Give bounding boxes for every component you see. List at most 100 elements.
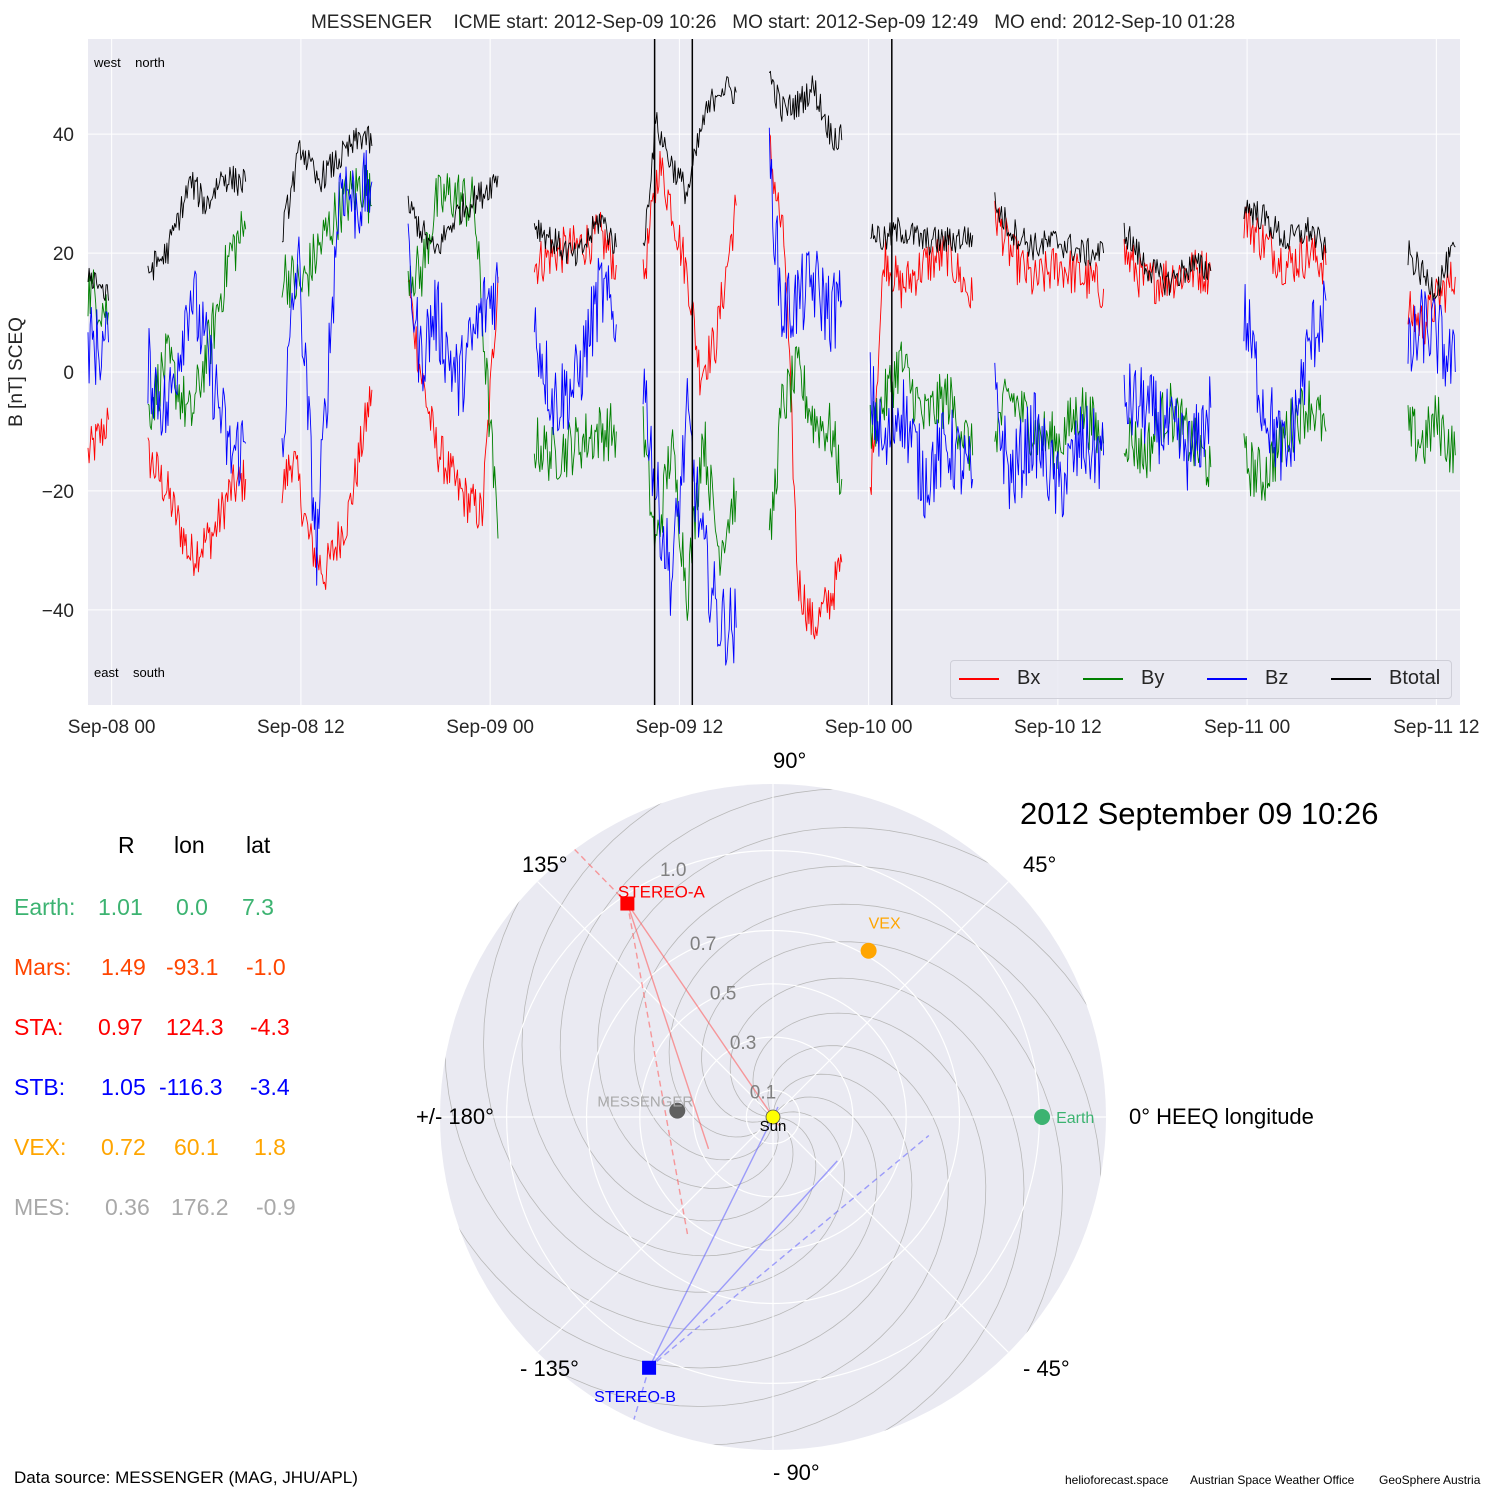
- plot-title: MESSENGER ICME start: 2012-Sep-09 10:26 …: [311, 12, 1235, 33]
- credit-aswo: Austrian Space Weather Office: [1190, 1473, 1355, 1487]
- sun-label: Sun: [760, 1118, 787, 1135]
- parker-spiral-line: [444, 1022, 878, 1331]
- angle-label-minus-45: - 45°: [1023, 1356, 1070, 1381]
- legend-bx-label: Bx: [1017, 667, 1041, 689]
- parker-spiral-line: [633, 865, 1105, 1161]
- event-lines: [653, 39, 893, 705]
- x-tick-label: Sep-08 12: [257, 717, 345, 738]
- angle-label-45: 45°: [1023, 852, 1057, 877]
- table-header-lon: lon: [174, 832, 205, 858]
- series-btotal-line: [768, 70, 843, 151]
- series-bz-line: [281, 149, 373, 586]
- y-tick-label: −20: [42, 482, 74, 503]
- series-by-line: [642, 406, 737, 621]
- polar-plot: 0.1 0.3 0.5 0.7 1.0 Sun Earth VEX MESSENGER STER…: [440, 784, 1106, 1450]
- series-bx-line: [147, 437, 247, 577]
- series-bx-line: [281, 386, 373, 590]
- fov-line: [626, 903, 689, 1235]
- radial-tick-label: 0.1: [750, 1082, 776, 1103]
- series-bz-line: [869, 352, 974, 519]
- planet-markers: Sun Earth VEX MESSENGER STEREO-A STEREO-B: [594, 883, 1094, 1406]
- fov-line: [626, 903, 780, 1126]
- stereo-a-label: STEREO-A: [618, 883, 706, 902]
- earth-marker: [1034, 1109, 1051, 1125]
- series-bz-line: [642, 368, 737, 666]
- x-tick-label: Sep-09 00: [446, 717, 534, 738]
- radial-tick-label: 0.3: [730, 1033, 756, 1054]
- series-bz-line: [87, 307, 109, 385]
- x-tick-label: Sep-10 12: [1014, 717, 1102, 738]
- table-row-mars-lon: -93.1: [166, 954, 219, 980]
- series-btotal-line: [994, 192, 1105, 267]
- series-btotal-line: [1123, 222, 1212, 296]
- radial-tick-label: 0.7: [690, 934, 716, 955]
- parker-spiral-line: [678, 1012, 987, 1446]
- table-row-mes-r: 0.36: [105, 1194, 150, 1220]
- angle-label-135: 135°: [522, 852, 568, 877]
- series-btotal-line: [533, 213, 617, 267]
- series-bz-line: [1123, 363, 1212, 491]
- angle-label-minus-135: - 135°: [520, 1356, 579, 1381]
- table-row-earth-r: 1.01: [98, 894, 143, 920]
- table-row-stb-r: 1.05: [101, 1074, 146, 1100]
- series-bz-line: [768, 127, 843, 352]
- series-bx-line: [87, 407, 109, 464]
- series-bz-line: [407, 223, 499, 416]
- series-btotal-line: [1243, 199, 1327, 261]
- table-row-mars-name: Mars:: [14, 954, 72, 980]
- y-tick-label: 0: [63, 363, 74, 384]
- polar-date-title: 2012 September 09 10:26: [1020, 796, 1379, 831]
- angle-spoke: [537, 1116, 774, 1353]
- y-tick-label: 40: [53, 125, 74, 146]
- angle-spoke: [537, 881, 774, 1118]
- data-source-note: Data source: MESSENGER (MAG, JHU/APL): [14, 1468, 358, 1487]
- series-bz-line: [1243, 280, 1327, 481]
- stereo-b-label: STEREO-B: [594, 1389, 676, 1406]
- table-header-r: R: [118, 832, 135, 858]
- angle-label-0: 0° HEEQ longitude: [1129, 1104, 1314, 1129]
- parker-spiral-line: [668, 903, 1102, 1212]
- credit-helioforecast: helioforecast.space: [1065, 1473, 1169, 1487]
- angle-label-180: +/- 180°: [416, 1104, 494, 1129]
- angle-spokes: [440, 784, 1106, 1450]
- series-btotal-line: [407, 174, 499, 255]
- table-row-sta-name: STA:: [14, 1014, 64, 1040]
- table-row-earth-lon: 0.0: [176, 894, 208, 920]
- radial-tick-labels: 0.1 0.3 0.5 0.7 1.0: [660, 860, 776, 1103]
- series-bx-line: [1123, 239, 1212, 305]
- earth-label: Earth: [1056, 1110, 1094, 1127]
- parker-spiral-line: [483, 871, 845, 1293]
- table-row-stb-name: STB:: [14, 1074, 66, 1100]
- x-tick-labels: Sep-08 00 Sep-08 12 Sep-09 00 Sep-09 12 Sep-…: [68, 717, 1480, 738]
- legend-btotal-swatch: [1331, 678, 1371, 680]
- angle-spoke: [772, 881, 1009, 1118]
- angle-spoke: [772, 1116, 1009, 1353]
- x-tick-label: Sep-11 00: [1204, 717, 1290, 738]
- fov-line: [626, 903, 710, 1150]
- time-series-plot: Sep-08 00 Sep-08 12 Sep-09 00 Sep-09 12 Sep-…: [6, 12, 1479, 738]
- series-by-line: [533, 403, 617, 481]
- credit-geosphere: GeoSphere Austria: [1379, 1473, 1481, 1487]
- legend-by-swatch: [1083, 678, 1123, 680]
- series-btotal-line: [642, 76, 737, 247]
- parker-spiral-line: [521, 785, 817, 1257]
- series-bx-line: [869, 233, 974, 495]
- series-btotal-line: [1407, 240, 1456, 301]
- series-bx-line: [642, 150, 737, 396]
- table-row-sta-lat: -4.3: [250, 1014, 290, 1040]
- legend-bz-swatch: [1207, 678, 1247, 680]
- x-tick-label: Sep-08 00: [68, 717, 156, 738]
- radial-tick-label: 0.5: [710, 983, 736, 1004]
- radial-tick-label: 1.0: [660, 860, 686, 881]
- table-row-stb-lat: -3.4: [250, 1074, 290, 1100]
- series-bz-line: [147, 270, 247, 487]
- table-row-mes-lat: -0.9: [256, 1194, 296, 1220]
- messenger-marker: [669, 1102, 686, 1119]
- table-row-mars-r: 1.49: [101, 954, 146, 980]
- angle-label-minus-90: - 90°: [773, 1460, 820, 1485]
- table-header-lat: lat: [246, 832, 271, 858]
- x-tick-label: Sep-10 00: [825, 717, 913, 738]
- fov-line: [648, 1106, 779, 1369]
- series-btotal-line: [147, 165, 247, 281]
